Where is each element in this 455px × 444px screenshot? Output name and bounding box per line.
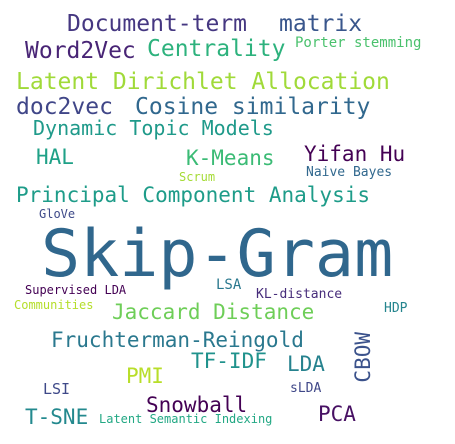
word-fruchterman-reingold: Fruchterman-Reingold xyxy=(51,328,304,352)
word-porter-stemming: Porter stemming xyxy=(295,35,422,51)
word-yifan-hu: Yifan Hu xyxy=(304,142,406,166)
word-lda: LDA xyxy=(287,352,325,376)
word-pmi: PMI xyxy=(126,364,164,388)
word-cosine-similarity: Cosine similarity xyxy=(135,94,371,120)
word-slda: sLDA xyxy=(290,381,322,396)
word-matrix: matrix xyxy=(279,11,363,37)
word-glove: GloVe xyxy=(39,207,76,221)
word-word2vec: Word2Vec xyxy=(25,38,136,64)
word-document-term: Document-term xyxy=(67,11,248,37)
word-k-means: K-Means xyxy=(186,146,275,170)
word-tf-idf: TF-IDF xyxy=(191,349,267,373)
word-naive-bayes: Naive Bayes xyxy=(306,165,393,180)
word-skip-gram: Skip-Gram xyxy=(41,217,394,292)
word-lsa: LSA xyxy=(216,277,242,293)
word-t-sne: T-SNE xyxy=(25,405,89,429)
word-centrality: Centrality xyxy=(147,36,286,62)
word-doc2vec: doc2vec xyxy=(16,94,113,120)
word-hdp: HDP xyxy=(384,301,408,316)
word-dynamic-topic-models: Dynamic Topic Models xyxy=(33,116,274,140)
word-principal-component-analysis: Principal Component Analysis xyxy=(16,183,371,207)
word-kl-distance: KL-distance xyxy=(256,287,343,302)
word-lsi: LSI xyxy=(43,380,71,398)
word-hal: HAL xyxy=(36,145,74,169)
word-scrum: Scrum xyxy=(179,170,216,184)
word-jaccard-distance: Jaccard Distance xyxy=(112,300,315,324)
word-snowball: Snowball xyxy=(146,393,248,417)
word-supervised-lda: Supervised LDA xyxy=(25,283,127,297)
word-cbow: CBOW xyxy=(351,332,375,383)
word-latent-semantic-indexing: Latent Semantic Indexing xyxy=(99,412,273,426)
word-pca: PCA xyxy=(318,402,356,426)
word-communities: Communities xyxy=(14,298,94,312)
word-latent-dirichlet-allocation: Latent Dirichlet Allocation xyxy=(16,69,390,95)
